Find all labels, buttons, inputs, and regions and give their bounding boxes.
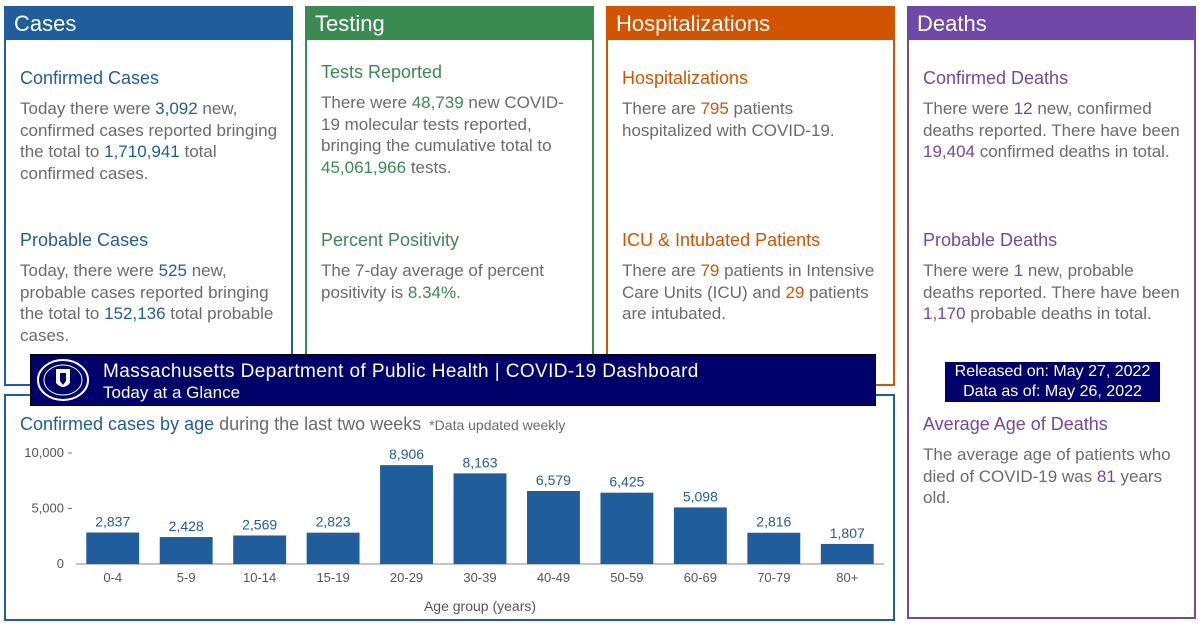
- probable-cases-title: Probable Cases: [20, 230, 149, 250]
- probable-deaths-total: 1,170: [923, 304, 966, 323]
- testing-header: Testing: [307, 8, 592, 40]
- x-tick-label: 30-39: [463, 570, 496, 585]
- icu-intubated-title: ICU & Intubated Patients: [622, 230, 821, 250]
- bar-value-label: 8,163: [462, 454, 497, 470]
- bar-value-label: 2,816: [756, 514, 791, 530]
- cases-header: Cases: [6, 8, 291, 40]
- bar-value-label: 6,425: [609, 474, 644, 490]
- bar-value-label: 5,098: [683, 488, 718, 504]
- age-chart-card: Confirmed cases by age during the last t…: [4, 394, 895, 621]
- average-age-title: Average Age of Deaths: [923, 414, 1108, 434]
- probable-deaths-title: Probable Deaths: [923, 230, 1058, 250]
- bar-value-label: 1,807: [830, 525, 865, 541]
- massachusetts-seal-icon: [37, 359, 89, 401]
- bar-value-label: 6,579: [536, 472, 571, 488]
- confirmed-deaths-new: 12: [1013, 99, 1033, 118]
- confirmed-deaths-title: Confirmed Deaths: [923, 68, 1069, 88]
- hospitalizations-text: There are 795 patients hospitalized with…: [622, 99, 835, 140]
- bar-40-49: [527, 490, 580, 564]
- y-tick-label: 10,000: [24, 445, 64, 460]
- x-tick-label: 15-19: [316, 570, 349, 585]
- hospitalized-count: 795: [700, 99, 729, 118]
- dashboard-banner: Massachusetts Department of Public Healt…: [30, 354, 876, 406]
- deaths-header: Deaths: [909, 8, 1194, 40]
- probable-deaths-new: 1: [1013, 261, 1024, 280]
- probable-deaths-text: There were 1 new, probable deaths report…: [923, 261, 1180, 323]
- bar-value-label: 2,428: [169, 518, 204, 534]
- age-bar-chart: 0 5,000 10,000 2,837 0-4 2,428 5-9 2,569 10-14 2,…: [24, 445, 884, 614]
- bar-15-19: [306, 532, 360, 564]
- tests-new: 48,739: [411, 93, 464, 112]
- bar-10-14: [233, 535, 287, 564]
- bar-value-label: 2,569: [242, 516, 277, 532]
- positivity-value: 8.34%: [407, 282, 457, 302]
- confirmed-cases-title: Confirmed Cases: [20, 68, 160, 88]
- tests-reported-text: There were 48,739 new COVID-19 molecular…: [321, 93, 564, 177]
- x-axis-title: Age group (years): [424, 598, 536, 614]
- released-date: Released on: May 27, 2022: [954, 363, 1151, 380]
- confirmed-cases-new: 3,092: [155, 99, 198, 118]
- average-age-text: The average age of patients who died of …: [923, 445, 1171, 507]
- tests-reported-title: Tests Reported: [321, 62, 443, 82]
- banner-subtitle: Today at a Glance: [103, 383, 241, 402]
- x-tick-label: 60-69: [684, 570, 717, 585]
- probable-cases-text: Today, there were 525 new, probable case…: [20, 261, 274, 345]
- confirmed-cases-total: 1,710,941: [104, 142, 180, 161]
- cases-card: Cases Confirmed Cases Today there were 3…: [4, 6, 293, 386]
- testing-card: Testing Tests Reported There were 48,739…: [305, 6, 594, 386]
- x-tick-label: 0-4: [103, 570, 122, 585]
- x-tick-label: 50-59: [610, 570, 643, 585]
- percent-positivity-title: Percent Positivity: [321, 230, 460, 250]
- y-tick-label: 0: [57, 556, 64, 571]
- icu-count: 79: [700, 261, 720, 280]
- tests-total: 45,061,966: [321, 157, 407, 177]
- bar-20-29: [380, 465, 433, 564]
- hospitalizations-title: Hospitalizations: [622, 68, 749, 88]
- probable-cases-new: 525: [158, 261, 187, 280]
- bar-50-59: [600, 492, 654, 564]
- release-info: Released on: May 27, 2022 Data as of: Ma…: [945, 362, 1160, 402]
- x-tick-label: 80+: [836, 570, 858, 585]
- confirmed-deaths-total: 19,404: [923, 142, 975, 161]
- x-tick-label: 70-79: [757, 570, 790, 585]
- bar-80+: [820, 543, 874, 564]
- banner-title: Massachusetts Department of Public Healt…: [103, 361, 699, 382]
- confirmed-cases-text: Today there were 3,092 new, confirmed ca…: [20, 99, 278, 183]
- bar-value-label: 8,906: [389, 446, 424, 462]
- x-tick-label: 5-9: [177, 570, 196, 585]
- y-tick-label: 5,000: [31, 501, 64, 516]
- deaths-card: Deaths Confirmed Deaths There were 12 ne…: [907, 6, 1196, 619]
- probable-cases-total: 152,136: [104, 304, 166, 323]
- x-tick-label: 10-14: [243, 570, 276, 585]
- confirmed-deaths-text: There were 12 new, confirmed deaths repo…: [923, 99, 1180, 161]
- bar-60-69: [673, 507, 727, 564]
- chart-title: Confirmed cases by age during the last t…: [20, 414, 565, 435]
- bar-0-4: [86, 532, 140, 564]
- bar-value-label: 2,837: [95, 514, 130, 530]
- x-tick-label: 40-49: [537, 570, 570, 585]
- hospitalizations-header: Hospitalizations: [608, 8, 893, 40]
- bar-5-9: [159, 537, 213, 564]
- x-tick-label: 20-29: [390, 570, 423, 585]
- data-as-of-date: Data as of: May 26, 2022: [963, 383, 1142, 400]
- average-age-value: 81: [1096, 466, 1116, 486]
- percent-positivity-text: The 7-day average of percent positivity …: [321, 261, 545, 302]
- bar-30-39: [453, 473, 507, 564]
- bar-70-79: [747, 532, 801, 564]
- intubated-count: 29: [785, 282, 805, 302]
- bar-value-label: 2,823: [316, 514, 351, 530]
- icu-intubated-text: There are 79 patients in Intensive Care …: [622, 261, 875, 323]
- chart-title-rest: during the last two weeks: [214, 414, 422, 434]
- hospitalizations-card: Hospitalizations Hospitalizations There …: [606, 6, 895, 386]
- chart-title-highlight: Confirmed cases by age: [20, 414, 215, 434]
- chart-note: *Data updated weekly: [429, 417, 566, 433]
